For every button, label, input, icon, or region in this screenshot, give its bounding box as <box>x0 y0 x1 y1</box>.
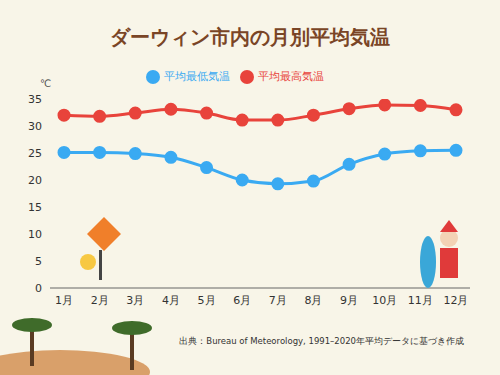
svg-text:5: 5 <box>35 255 42 268</box>
svg-text:10月: 10月 <box>372 294 397 307</box>
svg-text:20: 20 <box>28 174 42 187</box>
svg-text:2月: 2月 <box>91 294 109 307</box>
svg-text:15: 15 <box>28 201 42 214</box>
svg-text:7月: 7月 <box>269 294 287 307</box>
svg-text:35: 35 <box>28 93 42 106</box>
svg-text:9月: 9月 <box>340 294 358 307</box>
svg-text:25: 25 <box>28 147 42 160</box>
svg-text:11月: 11月 <box>408 294 433 307</box>
svg-text:4月: 4月 <box>162 294 180 307</box>
svg-text:10: 10 <box>28 228 42 241</box>
svg-text:30: 30 <box>28 120 42 133</box>
svg-text:8月: 8月 <box>304 294 322 307</box>
svg-text:0: 0 <box>35 282 42 295</box>
html-text:平均最低気温: 平均最低気温 <box>164 70 230 83</box>
html-text:平均最高気温: 平均最高気温 <box>258 70 324 83</box>
svg-text:1月: 1月 <box>55 294 73 307</box>
svg-text:12月: 12月 <box>444 294 469 307</box>
svg-text:5月: 5月 <box>198 294 216 307</box>
svg-text:6月: 6月 <box>233 294 251 307</box>
svg-text:3月: 3月 <box>126 294 144 307</box>
html-text:ダーウィン市内の月別平均気温: ダーウィン市内の月別平均気温 <box>110 25 390 49</box>
html-text:出典：Bureau of Meteorology, 1991: 出典：Bureau of Meteorology, 1991–2020年平均デー… <box>179 336 464 346</box>
